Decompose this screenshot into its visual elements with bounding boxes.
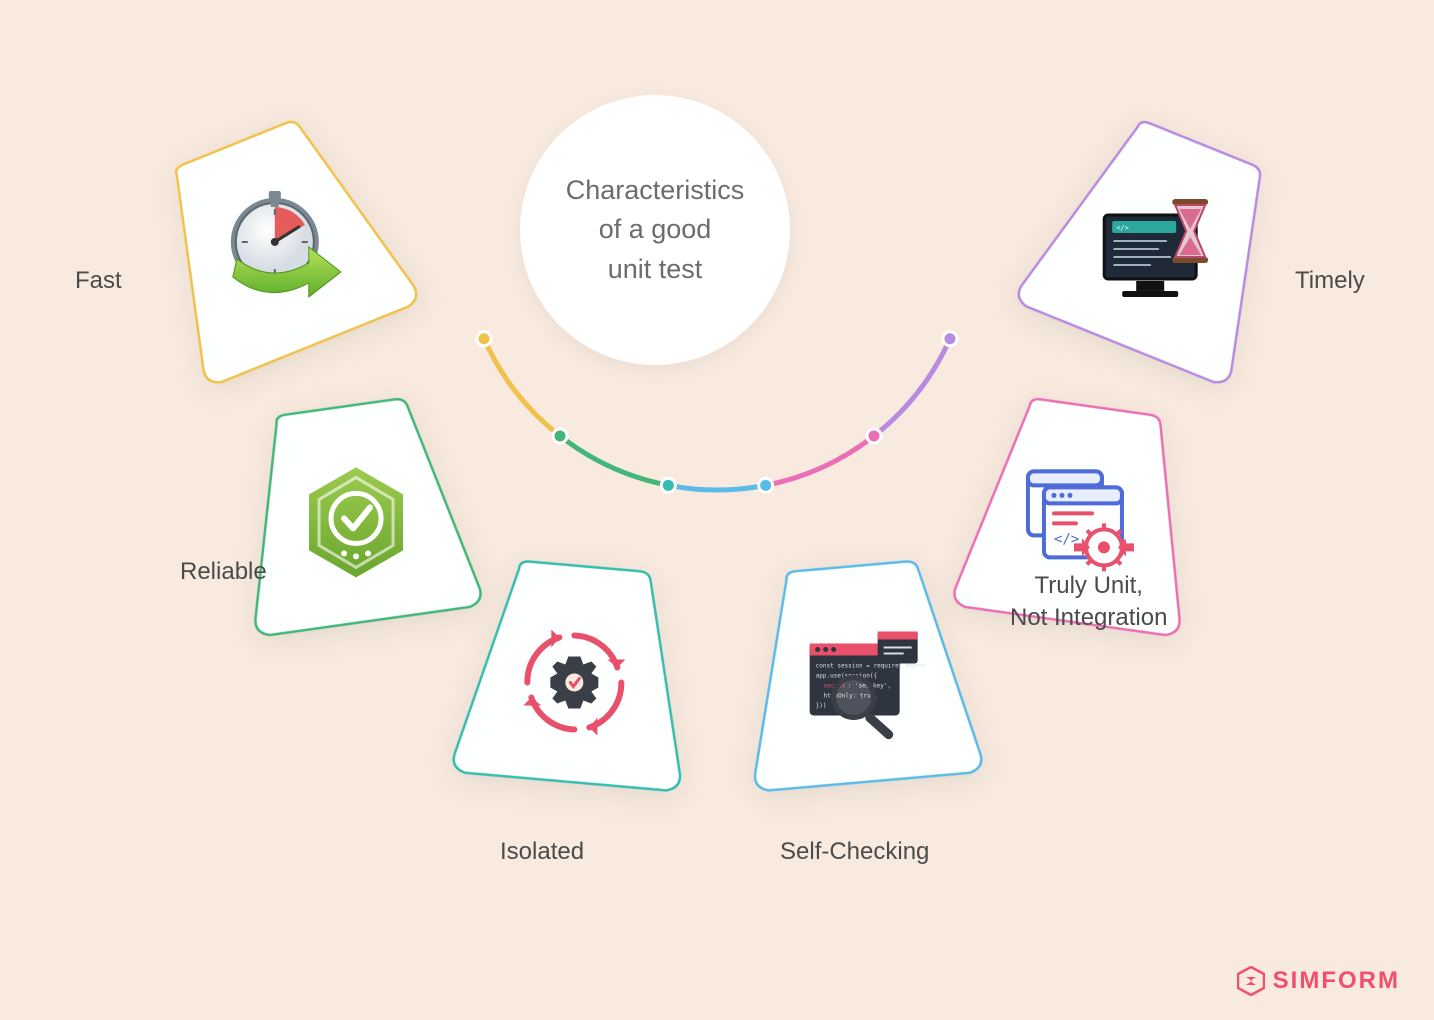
svg-text:</>: </>: [1116, 224, 1129, 232]
petal-isolated: [440, 550, 709, 801]
shield-check-icon: [281, 447, 431, 597]
center-circle: Characteristics of a good unit test: [520, 95, 790, 365]
simform-logo-icon: [1237, 966, 1265, 996]
stopwatch-arrow-icon: [203, 177, 353, 327]
petal-label-timely: Timely: [1295, 267, 1365, 295]
svg-text:const session = require('expre: const session = require('express: [816, 662, 926, 669]
petal-label-reliable: Reliable: [180, 558, 267, 586]
petal-label-fast: Fast: [75, 267, 122, 295]
diagram-canvas: Characteristics of a good unit test: [0, 0, 1434, 1020]
petal-reliable: [215, 384, 495, 647]
center-title: Characteristics of a good unit test: [566, 171, 745, 288]
brand-logo-text: SIMFORM: [1273, 967, 1400, 995]
petal-label-self-checking: Self-Checking: [780, 838, 929, 866]
brand-logo: SIMFORM: [1237, 966, 1400, 996]
svg-text:})): })): [816, 702, 827, 709]
petal-label-isolated: Isolated: [500, 838, 584, 866]
petal-timely: </>: [1001, 92, 1319, 399]
code-magnifier-icon: const session = require('express app.use…: [786, 607, 936, 757]
petal-fast: [116, 92, 434, 399]
petal-label-truly-unit: Truly Unit, Not Integration: [1010, 570, 1167, 635]
gear-cycle-icon: [499, 607, 649, 757]
monitor-hourglass-icon: </>: [1082, 177, 1232, 327]
